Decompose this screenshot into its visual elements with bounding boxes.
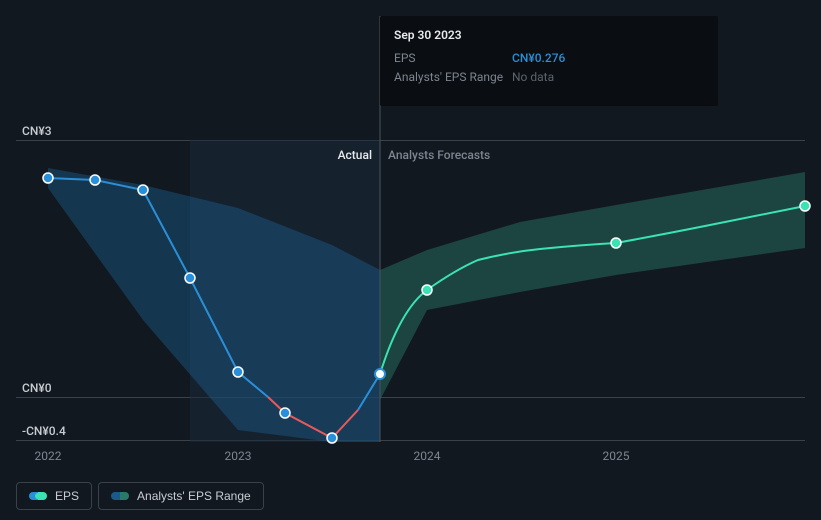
chart-tooltip: Sep 30 2023 EPS CN¥0.276 Analysts' EPS R…	[380, 16, 718, 106]
eps-point[interactable]	[138, 185, 148, 195]
tooltip-date: Sep 30 2023	[394, 26, 704, 45]
legend-label-eps: EPS	[55, 489, 79, 503]
legend-swatch-eps	[29, 492, 47, 500]
tooltip-value-eps: CN¥0.276	[512, 49, 565, 68]
forecast-label: Analysts Forecasts	[388, 148, 490, 162]
tooltip-label-eps: EPS	[394, 49, 512, 68]
x-tick-2024: 2024	[414, 449, 441, 463]
chart-legend: EPS Analysts' EPS Range	[16, 482, 264, 510]
tooltip-value-range: No data	[512, 68, 554, 87]
eps-point[interactable]	[43, 173, 53, 183]
x-tick-2025: 2025	[603, 449, 630, 463]
legend-swatch-range	[111, 492, 129, 500]
forecast-point[interactable]	[611, 238, 621, 248]
legend-label-range: Analysts' EPS Range	[137, 489, 251, 503]
legend-item-range[interactable]: Analysts' EPS Range	[98, 482, 264, 510]
tooltip-row-range: Analysts' EPS Range No data	[394, 68, 704, 87]
forecast-point[interactable]	[422, 285, 432, 295]
actual-label: Actual	[300, 148, 372, 162]
x-tick-2022: 2022	[35, 449, 62, 463]
eps-point[interactable]	[280, 408, 290, 418]
eps-chart[interactable]: CN¥3 CN¥0 -CN¥0.4	[0, 0, 821, 520]
x-tick-2023: 2023	[225, 449, 252, 463]
eps-point[interactable]	[90, 175, 100, 185]
tooltip-label-range: Analysts' EPS Range	[394, 68, 512, 87]
range-forecast-area	[380, 172, 805, 400]
eps-point[interactable]	[327, 433, 337, 443]
forecast-point[interactable]	[800, 201, 810, 211]
eps-point-hover[interactable]	[375, 369, 385, 379]
eps-point[interactable]	[185, 273, 195, 283]
eps-point[interactable]	[233, 367, 243, 377]
legend-item-eps[interactable]: EPS	[16, 482, 92, 510]
tooltip-row-eps: EPS CN¥0.276	[394, 49, 704, 68]
